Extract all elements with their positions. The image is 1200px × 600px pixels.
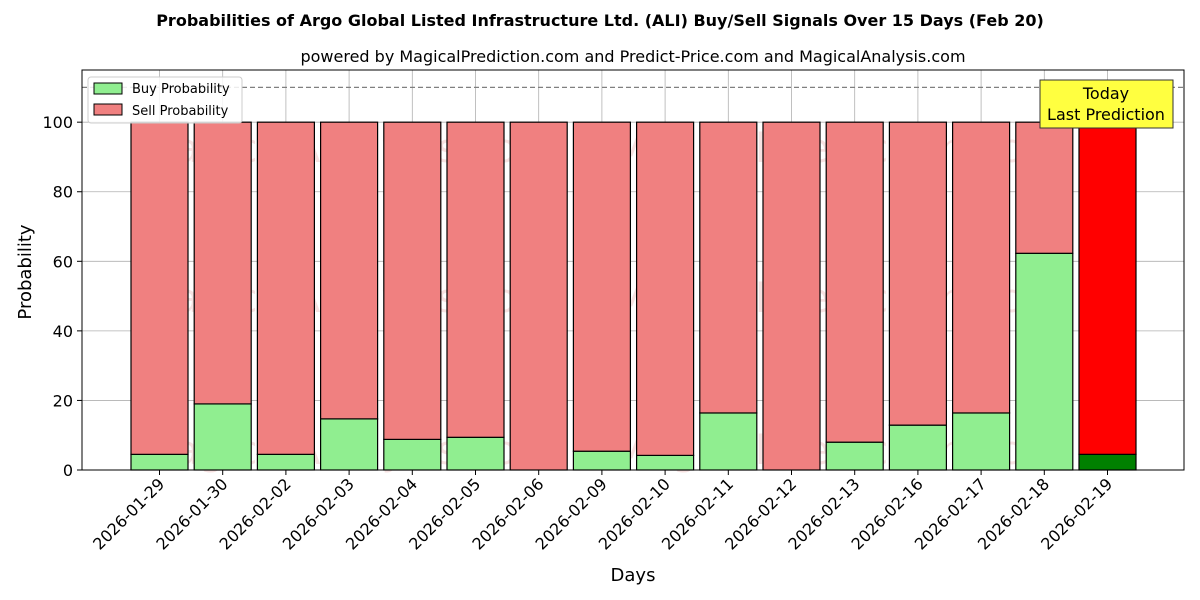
legend-label-buy: Buy Probability xyxy=(132,82,230,97)
bar-buy xyxy=(1015,252,1074,471)
bar-buy xyxy=(130,453,189,471)
bar-buy xyxy=(1078,453,1137,471)
bar-buy xyxy=(825,441,884,471)
bar-sell xyxy=(825,121,884,443)
bar-sell xyxy=(193,121,252,405)
chart-title: Probabilities of Argo Global Listed Infr… xyxy=(156,11,1044,30)
plot-area: 020406080100MagicalAnalysis.comMagicalPr… xyxy=(42,69,1185,554)
bar-buy xyxy=(446,436,505,471)
legend-swatch-sell xyxy=(93,103,123,116)
today-label: Today xyxy=(1082,84,1129,103)
legend-box xyxy=(87,76,243,124)
bar-sell xyxy=(951,121,1011,414)
bar-sell xyxy=(130,121,189,455)
bar-sell xyxy=(446,121,505,438)
bar-buy xyxy=(951,412,1011,471)
bar-buy xyxy=(320,418,379,471)
chart-subtitle: powered by MagicalPrediction.com and Pre… xyxy=(300,47,965,66)
y-tick-label: 100 xyxy=(42,113,73,132)
y-tick-label: 80 xyxy=(53,183,73,202)
bar-sell xyxy=(509,121,568,471)
bar-sell xyxy=(572,121,632,452)
legend-swatch-buy xyxy=(93,82,123,95)
bar-buy xyxy=(256,453,315,471)
bar-sell xyxy=(320,121,379,420)
legend-label-sell: Sell Probability xyxy=(132,104,229,119)
bar-sell xyxy=(1015,121,1074,254)
bar-sell xyxy=(383,121,442,440)
bar-sell xyxy=(888,121,948,426)
bar-sell xyxy=(699,121,758,414)
bar-buy xyxy=(699,412,758,471)
bar-buy xyxy=(193,403,252,471)
legend: Buy Probability Sell Probability xyxy=(87,76,243,124)
y-tick-label: 20 xyxy=(53,391,73,410)
bar-sell xyxy=(1078,121,1137,455)
y-tick-label: 60 xyxy=(53,252,73,271)
y-tick-label: 0 xyxy=(63,461,73,480)
today-box xyxy=(1039,79,1174,129)
bar-buy xyxy=(383,438,442,471)
bar-buy xyxy=(572,450,632,471)
bar-buy xyxy=(635,454,695,471)
today-annotation: Today Last Prediction xyxy=(1039,79,1174,129)
y-tick-label: 40 xyxy=(53,322,73,341)
bar-sell xyxy=(256,121,315,455)
bar-sell xyxy=(635,121,695,456)
bar-sell xyxy=(762,121,821,471)
x-axis-label: Days xyxy=(611,565,656,586)
axes-frame xyxy=(81,69,1185,471)
bar-buy xyxy=(888,424,948,471)
last-prediction-label: Last Prediction xyxy=(1047,105,1165,124)
y-axis-label: Probability xyxy=(15,224,36,319)
